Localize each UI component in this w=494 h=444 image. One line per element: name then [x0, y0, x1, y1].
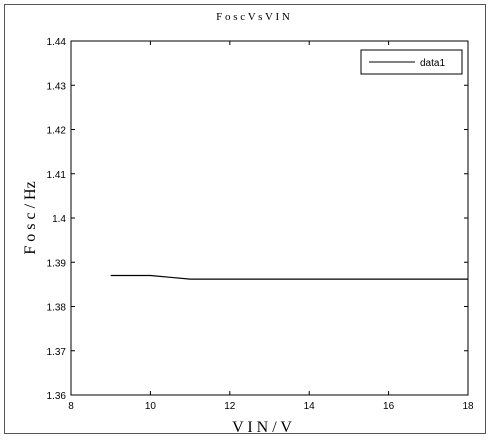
y-tick-label: 1.42	[47, 126, 67, 137]
x-tick-label: 14	[304, 401, 316, 412]
y-tick-label: 1.38	[47, 303, 67, 314]
y-tick-label: 1.36	[47, 391, 67, 402]
chart-title: F o s c V s V I N	[216, 11, 290, 23]
y-tick-label: 1.37	[47, 347, 67, 358]
series-line-1	[110, 274, 468, 280]
legend: data1	[360, 49, 463, 75]
x-tick-label: 18	[462, 401, 474, 412]
y-axis-ticks: 1.36 1.37 1.38 1.39 1.4 1.41 1.42 1.43 1.44	[47, 37, 468, 402]
y-tick-label: 1.39	[47, 258, 67, 269]
axes-box	[70, 40, 469, 396]
y-tick-label: 1.4	[52, 214, 66, 225]
series-group	[110, 274, 468, 280]
x-tick-label: 8	[68, 401, 74, 412]
plot-area: 8 10 12 14 16 18 1.361.371.381.391.41.411.421…	[47, 37, 474, 412]
x-axis-label: V I N / V	[232, 419, 292, 436]
x-tick-label: 16	[383, 401, 395, 412]
y-axis-label: F o s c / Hz	[22, 181, 39, 254]
y-tick-label: 1.41	[47, 170, 67, 181]
x-tick-label: 10	[145, 401, 157, 412]
legend-label: data1	[420, 58, 445, 69]
x-axis-ticks: 8 10 12 14 16 18	[68, 41, 474, 412]
x-tick-label: 12	[224, 401, 236, 412]
y-tick-label: 1.43	[47, 81, 67, 92]
y-tick-label: 1.44	[47, 37, 67, 48]
